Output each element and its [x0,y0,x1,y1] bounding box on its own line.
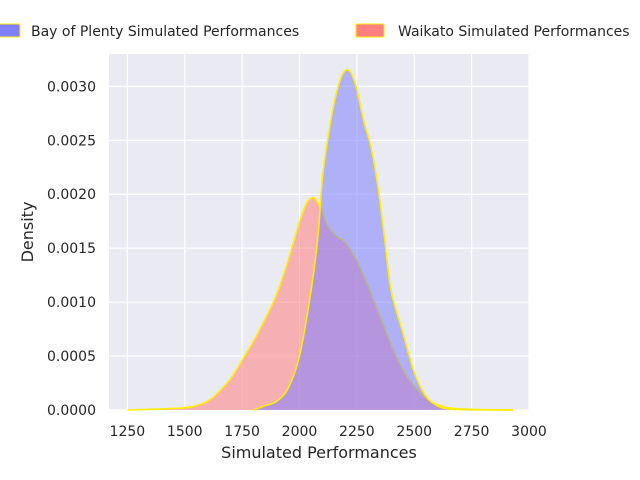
y-axis-label: Density [18,202,37,263]
legend-label-waikato: Waikato Simulated Performances [398,24,630,40]
x-tick-labels: 1250 1500 1750 2000 2250 2500 2750 3000 [110,424,547,440]
x-tick-label: 2000 [282,424,318,440]
x-tick-label: 2750 [454,424,490,440]
density-area-bay-of-plenty [253,69,513,411]
legend-swatch-waikato [355,23,385,38]
x-tick-label: 2500 [396,424,432,440]
legend-swatch-bay-of-plenty [0,23,21,38]
x-tick-label: 1500 [167,424,203,440]
y-tick-label: 0.0010 [47,295,96,311]
legend-label-bay-of-plenty: Bay of Plenty Simulated Performances [31,24,299,40]
density-areas [127,68,513,411]
x-axis-label: Simulated Performances [221,443,417,462]
y-tick-label: 0.0015 [47,241,96,257]
x-tick-label: 1250 [110,424,146,440]
legend: Bay of Plenty Simulated Performances Wai… [0,23,630,40]
y-tick-label: 0.0000 [47,403,96,419]
y-tick-label: 0.0030 [47,79,96,95]
y-tick-label: 0.0020 [47,187,96,203]
x-tick-label: 2250 [339,424,375,440]
density-line-bay-of-plenty [253,68,513,411]
y-tick-label: 0.0025 [47,133,96,149]
y-tick-label: 0.0005 [47,349,96,365]
x-tick-label: 3000 [511,424,547,440]
y-tick-labels: 0.0000 0.0005 0.0010 0.0015 0.0020 0.0025 0.00… [47,79,96,419]
x-tick-label: 1750 [224,424,260,440]
